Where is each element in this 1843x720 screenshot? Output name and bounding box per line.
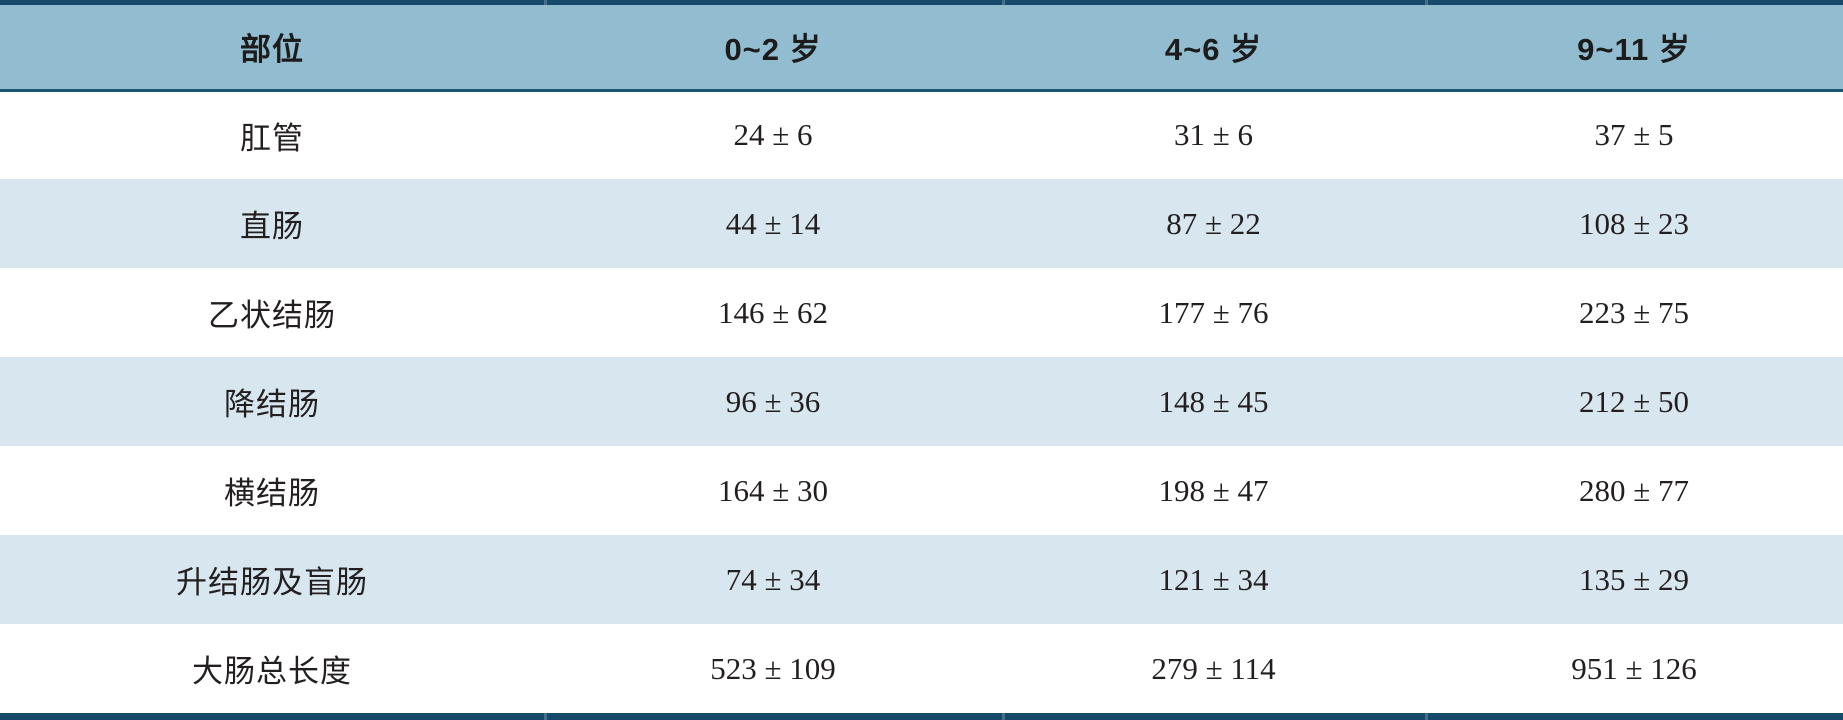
top-rule-bar <box>0 0 1843 5</box>
row-label-cell: 横结肠 <box>0 446 545 535</box>
value-cell: 37 ± 5 <box>1424 90 1843 179</box>
table-body: 肛管 24 ± 6 31 ± 6 37 ± 5 直肠 44 ± 14 87 ± … <box>0 90 1843 713</box>
value-cell: 121 ± 34 <box>1002 535 1425 624</box>
value-cell: 44 ± 14 <box>544 179 1003 268</box>
value-cell: 223 ± 75 <box>1424 268 1843 357</box>
header-row: 部位 0~2 岁 4~6 岁 9~11 岁 <box>0 5 1843 92</box>
bottom-rule-bar <box>0 713 1843 720</box>
column-divider-notch <box>544 0 548 5</box>
table-header: 部位 0~2 岁 4~6 岁 9~11 岁 <box>0 5 1843 92</box>
value-cell: 280 ± 77 <box>1424 446 1843 535</box>
value-cell: 279 ± 114 <box>1002 624 1425 713</box>
column-divider-notch <box>1425 713 1428 720</box>
column-divider-notch <box>1002 0 1006 5</box>
value-cell: 146 ± 62 <box>544 268 1003 357</box>
table-row: 直肠 44 ± 14 87 ± 22 108 ± 23 <box>0 179 1843 268</box>
row-label-cell: 肛管 <box>0 90 545 179</box>
value-cell: 31 ± 6 <box>1002 90 1425 179</box>
value-cell: 96 ± 36 <box>544 357 1003 446</box>
row-label-cell: 降结肠 <box>0 357 545 446</box>
table-row: 降结肠 96 ± 36 148 ± 45 212 ± 50 <box>0 357 1843 446</box>
value-cell: 177 ± 76 <box>1002 268 1425 357</box>
row-label-cell: 乙状结肠 <box>0 268 545 357</box>
value-cell: 164 ± 30 <box>544 446 1003 535</box>
value-cell: 135 ± 29 <box>1424 535 1843 624</box>
header-cell-age-9-11: 9~11 岁 <box>1424 5 1843 92</box>
value-cell: 212 ± 50 <box>1424 357 1843 446</box>
row-label-cell: 大肠总长度 <box>0 624 545 713</box>
column-divider-notch <box>1425 0 1428 5</box>
header-cell-age-4-6: 4~6 岁 <box>1002 5 1425 92</box>
value-cell: 951 ± 126 <box>1424 624 1843 713</box>
column-divider-notch <box>1002 713 1006 720</box>
table-row: 升结肠及盲肠 74 ± 34 121 ± 34 135 ± 29 <box>0 535 1843 624</box>
header-cell-age-0-2: 0~2 岁 <box>544 5 1003 92</box>
intestine-length-table: 部位 0~2 岁 4~6 岁 9~11 岁 肛管 24 ± 6 31 ± 6 3… <box>0 5 1843 713</box>
value-cell: 108 ± 23 <box>1424 179 1843 268</box>
table-row: 大肠总长度 523 ± 109 279 ± 114 951 ± 126 <box>0 624 1843 713</box>
row-label-cell: 升结肠及盲肠 <box>0 535 545 624</box>
table-row: 肛管 24 ± 6 31 ± 6 37 ± 5 <box>0 90 1843 179</box>
value-cell: 523 ± 109 <box>544 624 1003 713</box>
table-row: 乙状结肠 146 ± 62 177 ± 76 223 ± 75 <box>0 268 1843 357</box>
header-cell-site: 部位 <box>0 5 545 92</box>
table-row: 横结肠 164 ± 30 198 ± 47 280 ± 77 <box>0 446 1843 535</box>
row-label-cell: 直肠 <box>0 179 545 268</box>
value-cell: 148 ± 45 <box>1002 357 1425 446</box>
column-divider-notch <box>544 713 548 720</box>
value-cell: 74 ± 34 <box>544 535 1003 624</box>
value-cell: 198 ± 47 <box>1002 446 1425 535</box>
value-cell: 24 ± 6 <box>544 90 1003 179</box>
value-cell: 87 ± 22 <box>1002 179 1425 268</box>
